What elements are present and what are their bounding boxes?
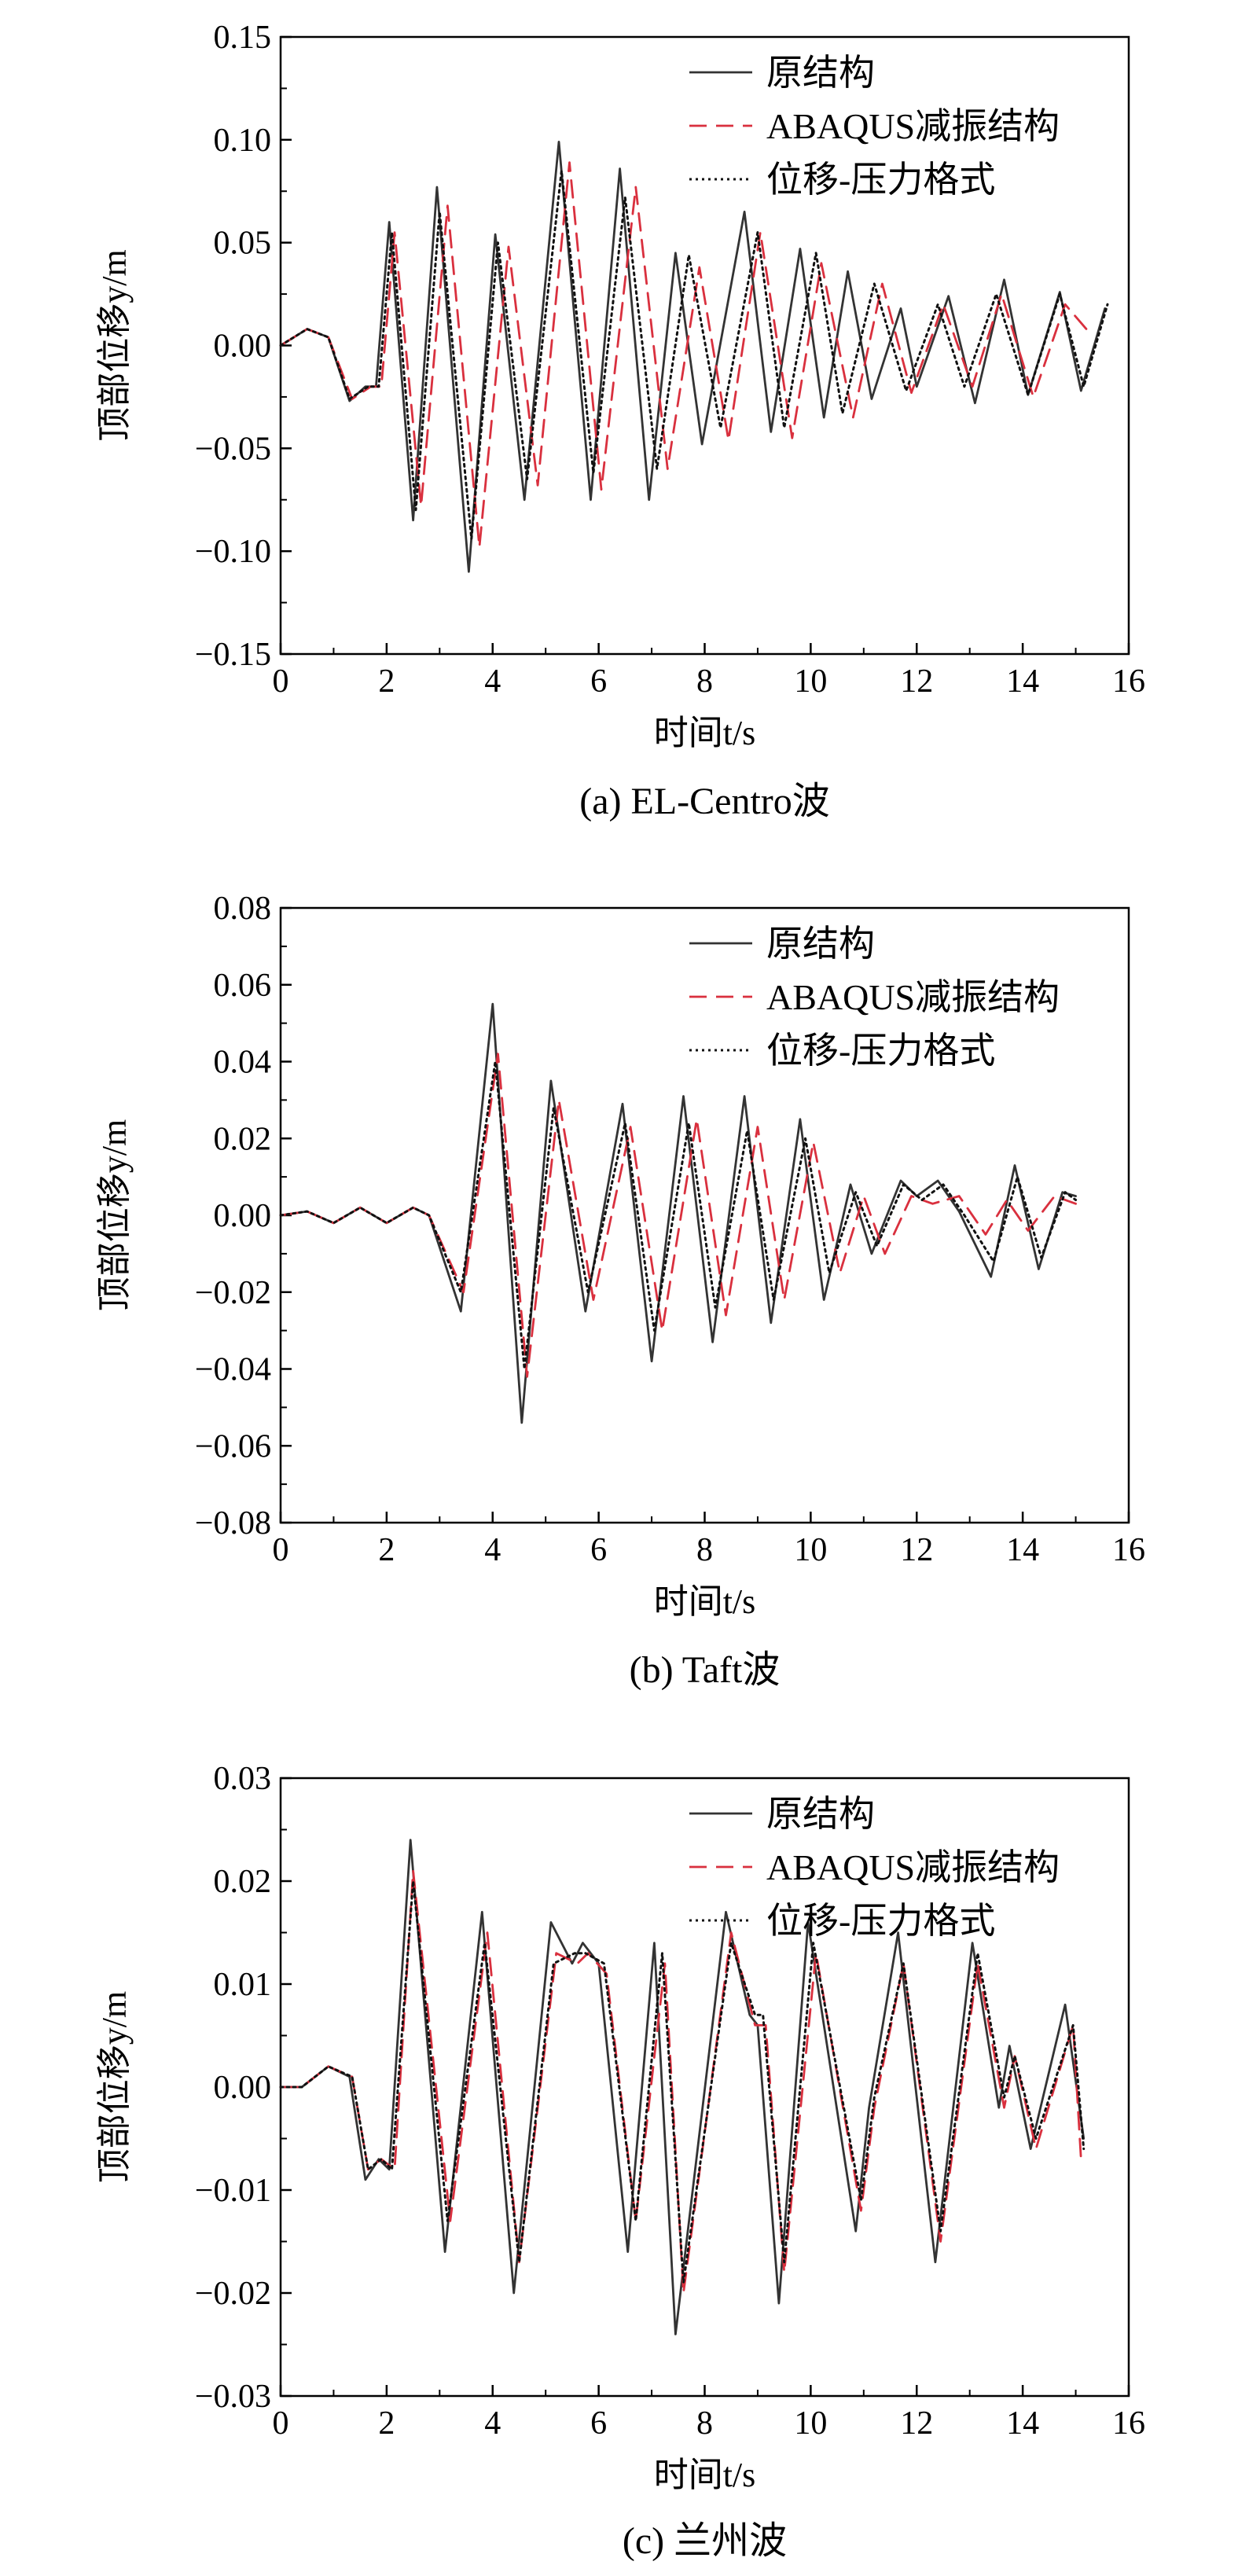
y-tick-label: 0.00	[214, 1198, 272, 1234]
x-tick-label: 6	[590, 663, 607, 700]
y-tick-label: 0.03	[214, 1761, 272, 1797]
y-axis-label: 顶部位移y/m	[95, 1119, 134, 1311]
x-tick-label: 2	[378, 1532, 395, 1568]
x-tick-label: 14	[1006, 1532, 1039, 1568]
y-tick-label: 0.10	[214, 123, 272, 159]
x-axis-label: 时间t/s	[654, 714, 756, 752]
y-tick-label: 0.04	[214, 1045, 272, 1081]
legend-label-2: ABAQUS减振结构	[766, 977, 1060, 1017]
x-tick-label: 4	[484, 2405, 501, 2442]
x-tick-label: 14	[1006, 663, 1039, 700]
y-tick-label: 0.06	[214, 968, 272, 1004]
x-tick-label: 0	[273, 2405, 289, 2442]
x-tick-label: 0	[273, 663, 289, 700]
y-tick-label: 0.15	[214, 20, 272, 56]
chart-caption: (c) 兰州波	[623, 2520, 787, 2562]
y-tick-label: 0.01	[214, 1967, 272, 2003]
x-tick-label: 10	[794, 663, 827, 700]
legend-label-3: 位移-压力格式	[766, 1031, 995, 1071]
y-tick-label: 0.02	[214, 1864, 272, 1900]
x-tick-label: 12	[900, 1532, 933, 1568]
x-tick-label: 16	[1112, 663, 1145, 700]
y-tick-label: 0.00	[214, 2070, 272, 2106]
y-tick-label: 0.02	[214, 1121, 272, 1157]
x-tick-label: 10	[794, 2405, 827, 2442]
legend-label-2: ABAQUS减振结构	[766, 1847, 1060, 1887]
x-tick-label: 6	[590, 2405, 607, 2442]
x-tick-label: 2	[378, 2405, 395, 2442]
x-axis-label: 时间t/s	[654, 1582, 756, 1621]
legend-label-1: 原结构	[766, 924, 875, 964]
x-axis-label: 时间t/s	[654, 2456, 756, 2494]
chart-panel-3: 0 2 4 6 8 10 12 14 16 −0.03 −0.02 −0.01 0.00 0.01 0.02…	[95, 1761, 1145, 2562]
y-tick-label: −0.10	[195, 534, 271, 570]
x-tick-label: 6	[590, 1532, 607, 1568]
y-tick-label: −0.02	[195, 1275, 271, 1311]
x-tick-label: 12	[900, 2405, 933, 2442]
chart-caption: (b) Taft波	[630, 1649, 781, 1691]
x-tick-label: 16	[1112, 1532, 1145, 1568]
legend-label-3: 位移-压力格式	[766, 1901, 995, 1941]
y-tick-label: −0.08	[195, 1505, 271, 1542]
legend-label-1: 原结构	[766, 1794, 875, 1834]
x-tick-label: 2	[378, 663, 395, 700]
series-line-1	[279, 1839, 1086, 2335]
y-axis-label: 顶部位移y/m	[95, 249, 134, 441]
chart-panel-1: 0 2 4 6 8 10 12 14 16 −0.15 −0.10 −0.05 0.00 0.05 0.10…	[95, 20, 1145, 822]
y-tick-label: −0.02	[195, 2276, 271, 2312]
x-tick-label: 4	[484, 663, 501, 700]
x-tick-label: 10	[794, 1532, 827, 1568]
y-tick-label: −0.03	[195, 2379, 271, 2415]
chart-panel-2: 0 2 4 6 8 10 12 14 16 −0.08 −0.06 −0.04 −0.02 0.00 0.0…	[95, 891, 1145, 1691]
y-tick-label: 0.05	[214, 226, 272, 262]
series-line-3	[279, 169, 1109, 540]
legend-label-3: 位移-压力格式	[766, 160, 995, 200]
series-line-3	[279, 1880, 1086, 2284]
x-tick-label: 4	[484, 1532, 501, 1568]
y-axis-label: 顶部位移y/m	[95, 1991, 134, 2183]
x-tick-label: 8	[696, 1532, 713, 1568]
x-tick-label: 8	[696, 663, 713, 700]
legend-label-1: 原结构	[766, 53, 875, 93]
y-tick-label: 0.08	[214, 891, 272, 927]
x-tick-label: 8	[696, 2405, 713, 2442]
y-tick-label: 0.00	[214, 329, 272, 365]
series-line-2	[279, 1053, 1077, 1378]
x-tick-label: 16	[1112, 2405, 1145, 2442]
series-line-3	[279, 1060, 1078, 1370]
y-tick-label: −0.06	[195, 1428, 271, 1464]
y-tick-label: −0.04	[195, 1352, 271, 1388]
chart-caption: (a) EL-Centro波	[579, 781, 830, 822]
y-tick-label: −0.01	[195, 2173, 271, 2209]
x-tick-label: 12	[900, 663, 933, 700]
x-tick-label: 14	[1006, 2405, 1039, 2442]
legend-label-2: ABAQUS减振结构	[766, 106, 1060, 146]
x-tick-label: 0	[273, 1532, 289, 1568]
y-tick-label: −0.05	[195, 431, 271, 467]
y-tick-label: −0.15	[195, 637, 271, 673]
